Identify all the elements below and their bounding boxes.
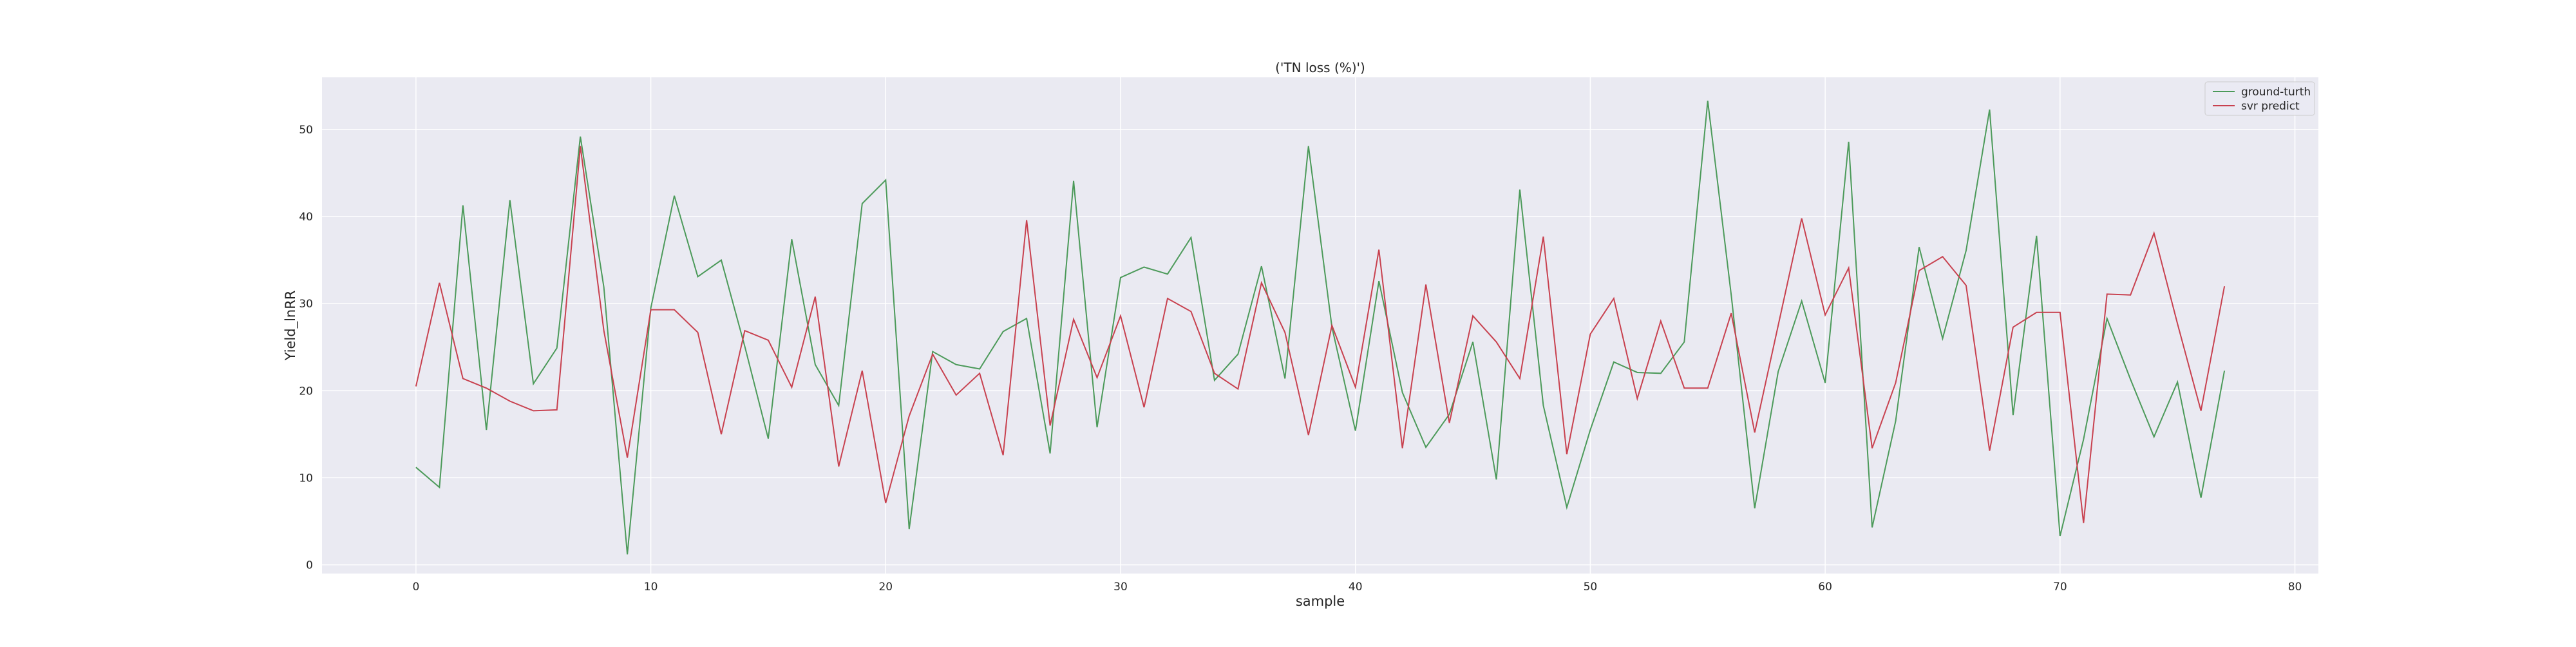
series-lines [415, 101, 2226, 555]
series-line-svr-predict [415, 146, 2226, 523]
x-tick-label: 0 [412, 581, 419, 594]
x-axis-label: sample [1296, 594, 1345, 609]
y-tick-label: 20 [299, 385, 313, 398]
y-tick-label: 50 [299, 124, 313, 137]
y-axis-label: Yield_lnRR [283, 291, 299, 362]
plot-area [322, 77, 2318, 574]
x-tick-label: 30 [1113, 581, 1128, 594]
tick-labels: 0 10 20 30 40 50 60 70 80 0 10 20 30 40 50 [299, 124, 2302, 594]
legend-label-svr-predict: svr predict [2241, 100, 2300, 113]
x-tick-label: 60 [1818, 581, 1832, 594]
y-tick-label: 10 [299, 472, 313, 485]
x-tick-label: 50 [1584, 581, 1598, 594]
x-tick-label: 70 [2053, 581, 2067, 594]
x-tick-label: 10 [644, 581, 658, 594]
legend: ground-turth svr predict [2204, 81, 2315, 116]
y-tick-label: 40 [299, 211, 313, 224]
x-tick-label: 20 [878, 581, 893, 594]
y-tick-label: 0 [306, 559, 313, 572]
x-tick-label: 80 [2288, 581, 2302, 594]
chart-title: ('TN loss (%)') [1275, 60, 1365, 75]
series-line-ground-turth [415, 101, 2226, 555]
y-tick-label: 30 [299, 298, 313, 311]
legend-label-ground-turth: ground-turth [2241, 86, 2311, 99]
grid-lines [322, 77, 2318, 574]
legend-box [2204, 81, 2315, 116]
x-tick-label: 40 [1349, 581, 1363, 594]
